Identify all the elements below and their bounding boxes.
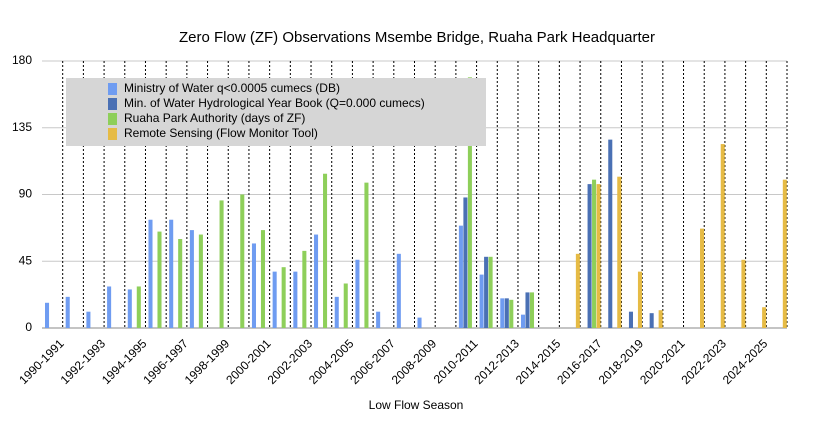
- bar: [488, 256, 493, 328]
- legend-label: Remote Sensing (Flow Monitor Tool): [124, 126, 318, 140]
- bar: [219, 200, 224, 328]
- bar: [169, 219, 174, 328]
- bar: [592, 179, 597, 328]
- bar: [762, 307, 767, 328]
- legend-swatch: [108, 83, 117, 95]
- bar: [323, 173, 328, 328]
- bar: [127, 289, 132, 328]
- bar: [520, 314, 526, 328]
- bar: [355, 259, 360, 328]
- bar: [293, 271, 298, 328]
- legend-box: [66, 78, 486, 146]
- bar: [525, 292, 530, 328]
- bar: [608, 139, 613, 328]
- bar: [260, 230, 265, 328]
- chart-title: Zero Flow (ZF) Observations Msembe Bridg…: [179, 29, 655, 46]
- bar: [107, 286, 112, 328]
- bar: [364, 182, 369, 328]
- bar: [617, 176, 622, 328]
- bar: [596, 184, 601, 328]
- bar: [302, 250, 307, 328]
- bar: [45, 302, 50, 328]
- legend-swatch: [108, 113, 117, 125]
- bar: [741, 259, 746, 328]
- bar: [396, 253, 401, 328]
- legend-swatch: [108, 128, 117, 140]
- bar: [509, 299, 514, 328]
- bar: [587, 184, 592, 328]
- legend-swatch: [108, 98, 117, 110]
- bar: [86, 311, 91, 328]
- bar: [720, 144, 725, 328]
- bar: [314, 234, 319, 328]
- bar: [136, 286, 141, 328]
- y-tick-label: 135: [12, 120, 32, 134]
- legend-label: Min. of Water Hydrological Year Book (Q=…: [124, 96, 425, 110]
- legend-label: Ministry of Water q<0.0005 cumecs (DB): [124, 81, 340, 95]
- bar: [417, 317, 422, 328]
- x-tick-label: 2024-2025: [720, 336, 771, 387]
- legend-label: Ruaha Park Authority (days of ZF): [124, 111, 305, 125]
- bar: [658, 310, 663, 328]
- bar: [198, 234, 203, 328]
- bar: [467, 77, 472, 328]
- bar: [700, 228, 705, 328]
- bar: [529, 292, 535, 328]
- x-axis-label: Low Flow Season: [369, 398, 464, 412]
- bar: [484, 256, 489, 328]
- bar: [500, 298, 505, 328]
- bar: [281, 267, 286, 328]
- bar: [479, 274, 484, 328]
- bar: [334, 296, 339, 328]
- x-tick-label: 2008-2009: [389, 336, 440, 387]
- y-tick-label: 45: [19, 253, 33, 267]
- bar: [240, 194, 245, 328]
- bar: [178, 239, 183, 328]
- bar: [251, 243, 256, 328]
- bar: [575, 253, 580, 328]
- bar: [649, 313, 654, 328]
- y-tick-label: 90: [19, 187, 33, 201]
- bar: [65, 296, 70, 328]
- bar: [463, 197, 468, 328]
- bar: [628, 311, 633, 328]
- bar: [458, 225, 463, 328]
- bar: [343, 283, 348, 328]
- bar: [782, 179, 787, 328]
- bar: [376, 311, 381, 328]
- bar: [148, 219, 153, 328]
- bar: [157, 231, 162, 328]
- bar: [637, 271, 642, 328]
- legend: Ministry of Water q<0.0005 cumecs (DB)Mi…: [66, 78, 486, 146]
- bar: [504, 298, 509, 328]
- y-tick-label: 180: [12, 53, 32, 67]
- bar: [189, 230, 194, 328]
- y-tick-label: 0: [25, 320, 32, 334]
- bar: [272, 271, 277, 328]
